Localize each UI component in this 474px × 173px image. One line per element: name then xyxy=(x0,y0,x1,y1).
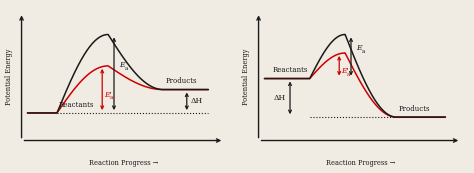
Text: Reaction Progress →: Reaction Progress → xyxy=(89,159,158,167)
Text: a: a xyxy=(125,66,128,71)
Text: Products: Products xyxy=(165,78,197,85)
Text: a: a xyxy=(110,95,113,100)
Text: E': E' xyxy=(104,91,112,99)
Text: E: E xyxy=(119,61,125,70)
Text: Reaction Progress →: Reaction Progress → xyxy=(326,159,395,167)
Text: a: a xyxy=(362,48,365,53)
Text: Reactants: Reactants xyxy=(273,66,308,74)
Text: Potential Energy: Potential Energy xyxy=(242,49,250,105)
Text: Products: Products xyxy=(398,105,430,113)
Text: ΔH: ΔH xyxy=(191,97,203,105)
Text: Reactants: Reactants xyxy=(59,101,94,109)
Text: Potential Energy: Potential Energy xyxy=(5,49,13,105)
Text: E: E xyxy=(356,44,362,52)
Text: ΔH: ΔH xyxy=(274,94,286,102)
Text: E': E' xyxy=(341,67,349,75)
Text: a: a xyxy=(347,71,350,76)
